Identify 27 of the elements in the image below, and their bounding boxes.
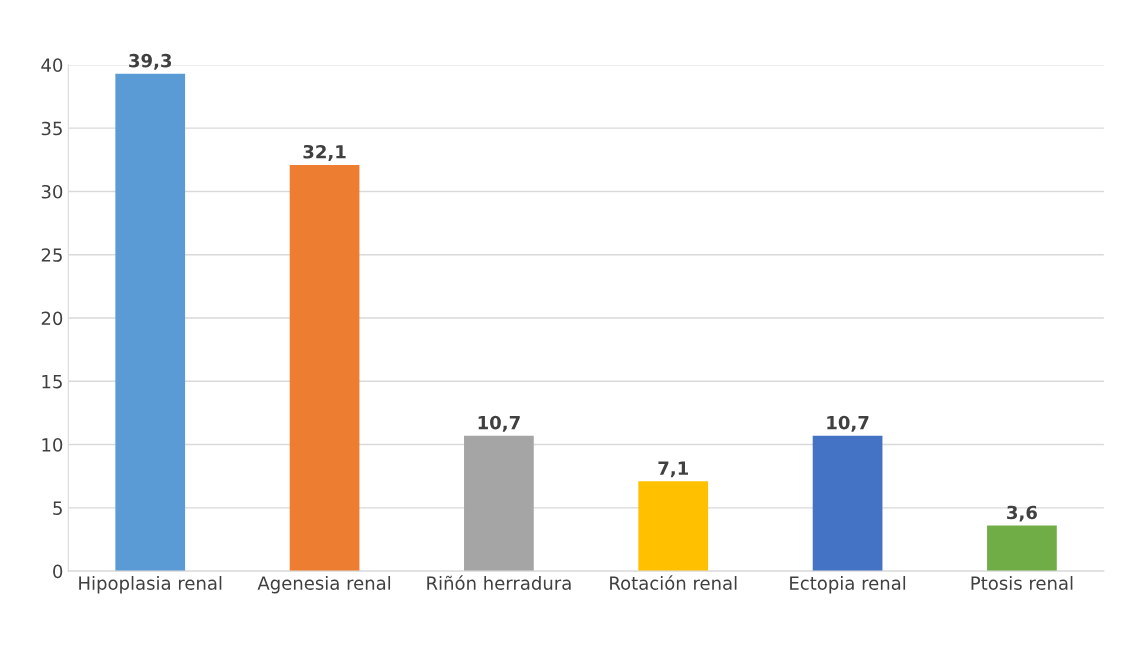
data-label: 3,6 [1007,505,1037,522]
x-tick-label: Ectopia renal [790,575,906,594]
data-label: 32,1 [303,144,346,161]
y-tick-label: 10 [42,438,63,452]
data-label: 10,7 [827,415,869,432]
x-tick-label: Riñón herradura [427,575,571,590]
data-label: 7,1 [658,461,688,478]
bar [289,164,360,572]
y-tick-label: 30 [41,184,63,199]
y-tick-label: 20 [41,311,63,326]
y-tick-label: 0 [53,564,63,579]
y-tick-label: 40 [41,58,63,73]
x-tick-label: Hipoplasia renal [79,575,222,594]
bar [638,481,709,572]
y-tick-label: 35 [41,121,62,136]
x-tick-label: Agenesia renal [257,575,391,594]
y-tick-label: 15 [42,374,62,389]
data-label: 10,7 [478,415,520,432]
bar [115,73,186,572]
x-tick-label: Rotación renal [610,575,737,590]
x-tick-label: Ptosis renal [971,575,1073,590]
y-tick-label: 5 [53,501,62,515]
bar [812,435,883,572]
bar [987,525,1057,572]
data-label: 39,3 [129,53,172,70]
bar [464,435,534,572]
y-tick-label: 25 [41,248,62,262]
